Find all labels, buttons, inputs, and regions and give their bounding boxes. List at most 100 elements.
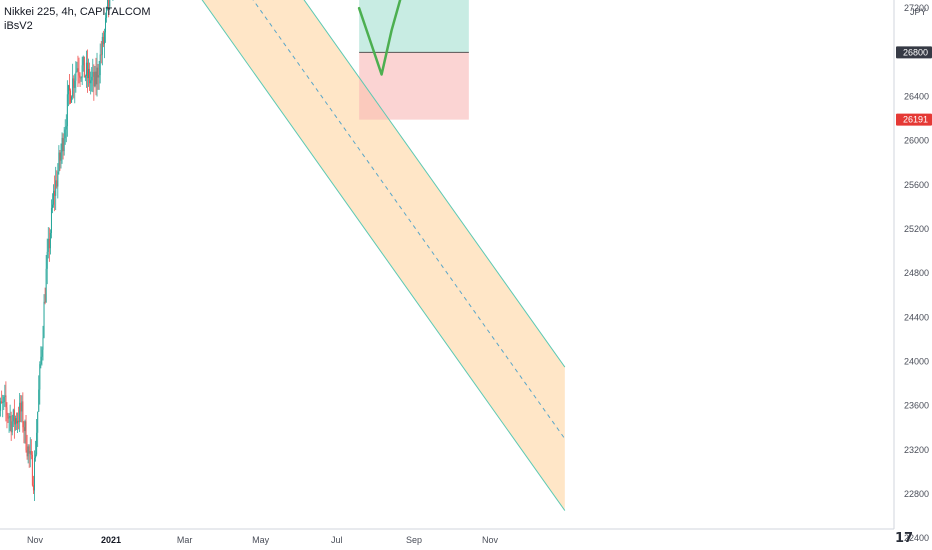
candle-body [8,417,10,419]
candle-body [85,62,87,77]
candle-body [88,68,90,79]
candle-body [6,407,8,416]
currency-label: JPY [910,7,927,17]
candle-body [64,129,66,139]
candle-body [67,85,69,95]
candle-body [29,450,31,454]
candle-body [2,402,4,403]
candle-body [44,301,46,303]
candle-body [42,337,44,350]
candle-body [30,450,32,455]
candle-body [53,190,55,205]
candle-body [57,171,59,187]
y-tick-label: 23600 [904,401,929,411]
channel-lower-line[interactable] [0,0,566,511]
candle-body [105,17,107,33]
candle-body [63,138,65,152]
candle-body [59,152,61,161]
candle-body [47,238,49,252]
candle-body [17,420,19,424]
candle-body [20,402,22,412]
candle-body [68,85,70,91]
candle-body [34,457,36,491]
candle-body [65,126,67,130]
candle-body [40,356,42,365]
candle-body [58,152,60,172]
candle-body [18,420,20,423]
candle-body [103,32,105,45]
price-tag [896,46,932,59]
tradingview-logo: 17 [895,531,914,546]
symbol-title: Nikkei 225, 4h, CAPITALCOM [4,6,151,18]
candle-body [21,401,23,412]
candle-body [11,421,13,433]
candlestick-series[interactable] [0,0,375,501]
candle-body [50,207,52,233]
x-tick-label: 2021 [101,535,121,545]
x-tick-label: Nov [27,535,44,545]
candle-body [95,71,97,85]
candle-body [71,96,73,103]
candle-body [106,8,108,18]
candle-body [15,418,17,424]
candle-body [28,446,30,454]
candle-body [26,450,28,457]
candle-body [31,454,33,486]
candle-body [49,232,51,249]
time-axis[interactable] [0,529,932,550]
projection-path-green[interactable] [357,0,438,76]
candle-body [99,54,101,76]
candle-body [97,67,99,78]
x-tick-label: Jul [331,535,343,545]
candle-body [93,71,95,87]
candle-body [73,78,75,88]
candle-body [35,454,37,458]
candle-body [24,421,26,431]
candle-body [25,421,27,451]
candle-body [23,427,25,431]
candle-body [36,432,38,455]
candle-body [70,90,72,103]
candle-body [108,0,110,7]
price-axis[interactable] [894,0,932,550]
candle-body [45,268,47,303]
candle-body [1,401,3,403]
candle-body [7,415,9,419]
candle-body [56,180,58,187]
candle-body [41,349,43,357]
y-tick-label: 23200 [904,445,929,455]
candle-body [38,389,40,412]
y-tick-label: 25600 [904,180,929,190]
x-tick-label: May [252,535,270,545]
candle-body [90,80,92,84]
candle-body [37,411,39,433]
candle-body [3,396,5,403]
candle-body [98,75,100,78]
candle-body [43,301,45,338]
candle-body [76,68,78,72]
candle-body [10,415,12,433]
price-tag-label: 26800 [903,47,928,57]
candle-body [62,137,64,152]
candle-body [86,62,88,79]
candle-body [9,415,11,418]
profit-target-zone[interactable] [359,0,469,53]
candle-body [72,78,74,97]
candle-body [80,77,82,79]
candle-body [84,76,86,78]
candle-body [5,395,7,408]
candle-body [46,251,48,269]
candle-body [27,446,29,457]
candle-body [89,68,91,84]
channel-median-line[interactable] [0,0,566,440]
channel-upper-line[interactable] [0,0,566,368]
candle-body [83,56,85,78]
candle-body [92,71,94,77]
x-tick-label: Mar [177,535,193,545]
x-tick-label: Sep [406,535,422,545]
y-tick-label: 26400 [904,92,929,102]
stop-loss-zone[interactable] [359,52,469,120]
candle-body [81,65,83,78]
candle-body [66,94,68,127]
